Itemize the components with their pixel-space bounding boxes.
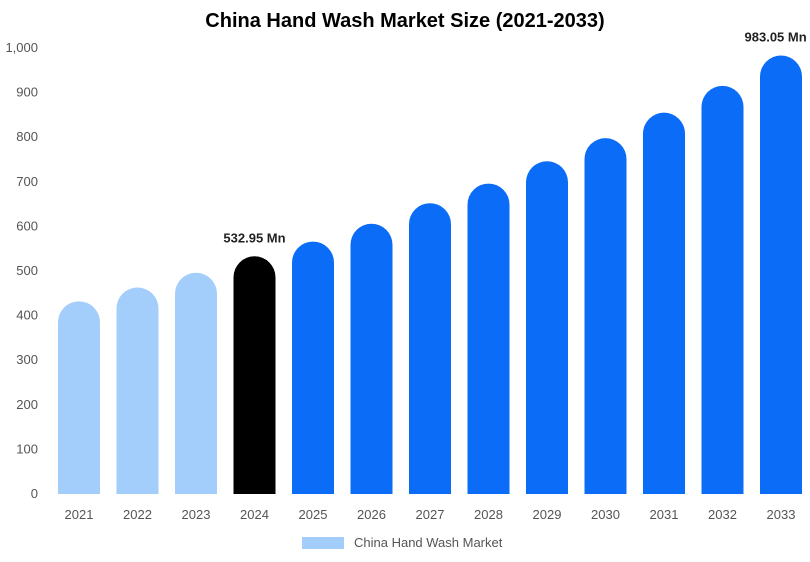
y-axis: 0 100 200 300 400 500 600 700 800 900 1,000 bbox=[5, 40, 38, 501]
legend[interactable]: China Hand Wash Market bbox=[302, 535, 502, 550]
x-tick-label: 2026 bbox=[357, 507, 386, 522]
chart-title: China Hand Wash Market Size (2021-2033) bbox=[205, 10, 605, 32]
y-tick-label: 400 bbox=[16, 308, 38, 323]
x-tick-label: 2033 bbox=[767, 507, 796, 522]
bar-2030[interactable] bbox=[584, 138, 627, 495]
bar-2033[interactable] bbox=[760, 55, 802, 495]
y-tick-label: 500 bbox=[16, 263, 38, 278]
bar-2032[interactable] bbox=[701, 85, 744, 495]
y-tick-label: 100 bbox=[16, 441, 38, 456]
y-tick-label: 1,000 bbox=[5, 40, 38, 55]
bar-2025[interactable] bbox=[292, 241, 334, 494]
y-tick-label: 300 bbox=[16, 352, 38, 367]
x-tick-label: 2021 bbox=[65, 507, 94, 522]
data-label-2024: 532.95 Mn bbox=[223, 230, 285, 245]
bar-2021[interactable] bbox=[58, 301, 100, 494]
y-tick-label: 900 bbox=[16, 85, 38, 100]
x-tick-label: 2030 bbox=[591, 507, 620, 522]
data-labels: 532.95 Mn 983.05 Mn bbox=[223, 30, 806, 246]
bar-2027[interactable] bbox=[409, 203, 451, 494]
x-tick-label: 2027 bbox=[416, 507, 445, 522]
data-label-2033: 983.05 Mn bbox=[745, 30, 807, 45]
legend-swatch bbox=[302, 536, 344, 549]
bar-2022[interactable] bbox=[116, 287, 159, 494]
x-tick-label: 2024 bbox=[240, 507, 269, 522]
legend-label: China Hand Wash Market bbox=[354, 535, 503, 550]
x-tick-label: 2023 bbox=[182, 507, 211, 522]
x-tick-label: 2028 bbox=[474, 507, 503, 522]
x-tick-label: 2032 bbox=[708, 507, 737, 522]
x-tick-label: 2025 bbox=[299, 507, 328, 522]
y-tick-label: 600 bbox=[16, 218, 38, 233]
y-tick-label: 800 bbox=[16, 129, 38, 144]
x-axis: 2021 2022 2023 2024 2025 2026 2027 2028 2029 2030… bbox=[65, 507, 796, 522]
y-tick-label: 0 bbox=[31, 486, 38, 501]
y-tick-label: 200 bbox=[16, 397, 38, 412]
bar-2024[interactable] bbox=[233, 256, 276, 494]
bars bbox=[58, 55, 802, 495]
bar-2023[interactable] bbox=[175, 272, 217, 494]
x-tick-label: 2029 bbox=[533, 507, 562, 522]
bar-2029[interactable] bbox=[526, 161, 568, 494]
bar-2026[interactable] bbox=[350, 223, 393, 495]
x-tick-label: 2022 bbox=[123, 507, 152, 522]
bar-2028[interactable] bbox=[467, 183, 510, 495]
y-tick-label: 700 bbox=[16, 174, 38, 189]
bar-2031[interactable] bbox=[643, 112, 685, 495]
x-tick-label: 2031 bbox=[650, 507, 679, 522]
